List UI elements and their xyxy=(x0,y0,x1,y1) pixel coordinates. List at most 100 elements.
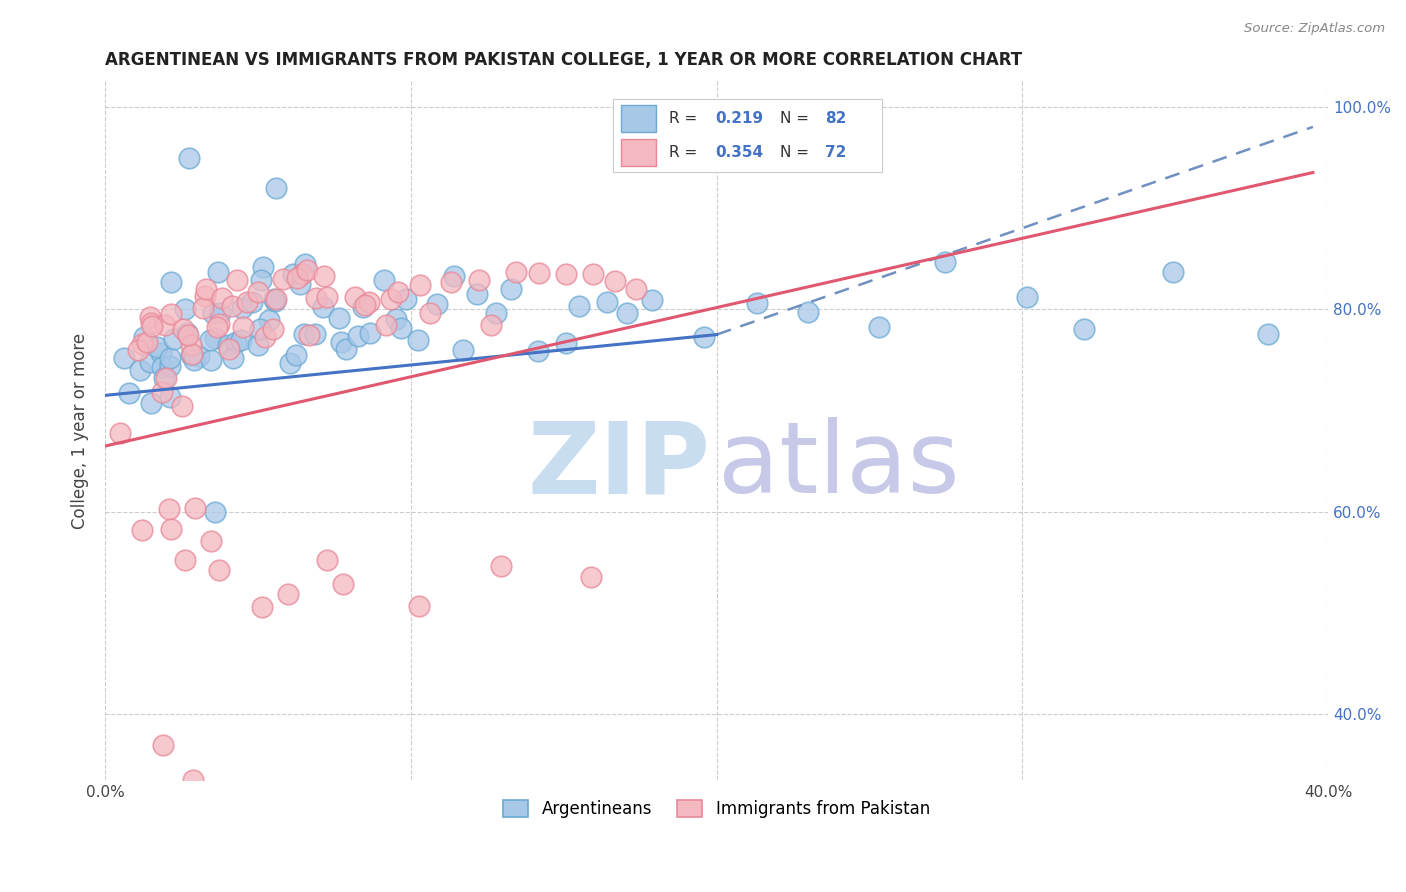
Point xyxy=(195,282,218,296)
Point xyxy=(194,288,217,302)
Point xyxy=(288,277,311,292)
Point xyxy=(179,152,201,166)
Point xyxy=(204,331,226,345)
Point xyxy=(204,505,226,519)
Point xyxy=(252,260,274,274)
Point xyxy=(108,425,131,440)
Point xyxy=(1257,326,1279,341)
Point xyxy=(354,298,377,312)
Point xyxy=(177,328,200,343)
Point xyxy=(250,600,273,615)
Point xyxy=(555,335,578,350)
Point xyxy=(344,290,367,304)
Point xyxy=(934,255,956,269)
Point xyxy=(499,283,522,297)
Point xyxy=(249,322,271,336)
Point xyxy=(616,306,638,320)
Point xyxy=(304,326,326,341)
Point xyxy=(152,370,174,384)
Point xyxy=(146,340,169,354)
Y-axis label: College, 1 year or more: College, 1 year or more xyxy=(72,333,89,529)
Point xyxy=(131,336,153,351)
Point xyxy=(181,773,204,788)
Point xyxy=(150,360,173,375)
Point xyxy=(408,599,430,613)
Point xyxy=(373,273,395,287)
Point xyxy=(264,292,287,306)
Point xyxy=(277,587,299,601)
Point xyxy=(467,273,489,287)
Point xyxy=(231,301,253,315)
Point xyxy=(131,524,153,538)
Point xyxy=(222,351,245,365)
Point xyxy=(465,287,488,301)
Point xyxy=(163,333,186,347)
Point xyxy=(240,294,263,309)
Point xyxy=(174,553,197,567)
Point xyxy=(387,285,409,299)
Point xyxy=(141,319,163,334)
Point xyxy=(132,330,155,344)
Point xyxy=(183,500,205,515)
Point xyxy=(314,269,336,284)
Point xyxy=(139,316,162,330)
Point xyxy=(225,334,247,349)
Point xyxy=(692,329,714,343)
Point xyxy=(141,396,163,410)
Point xyxy=(335,342,357,356)
Point xyxy=(118,386,141,401)
Point xyxy=(479,318,502,332)
Point xyxy=(149,346,172,360)
Point xyxy=(159,351,181,365)
Point xyxy=(426,296,449,310)
Point xyxy=(211,291,233,305)
Point xyxy=(330,335,353,350)
Point xyxy=(527,343,550,358)
Point xyxy=(298,328,321,343)
Point xyxy=(582,267,605,281)
Point xyxy=(200,534,222,549)
Point xyxy=(160,275,183,289)
Point xyxy=(374,318,396,332)
Point xyxy=(1073,322,1095,336)
Point xyxy=(209,306,232,320)
Point xyxy=(173,302,195,317)
Point xyxy=(139,310,162,325)
Point xyxy=(138,355,160,369)
Point xyxy=(311,300,333,314)
Point xyxy=(262,322,284,336)
Point xyxy=(440,275,463,289)
Point xyxy=(292,327,315,342)
Point xyxy=(395,292,418,306)
Point xyxy=(112,351,135,365)
Point xyxy=(208,317,231,331)
Point xyxy=(328,310,350,325)
Point xyxy=(443,269,465,284)
Point xyxy=(176,326,198,340)
Point xyxy=(152,738,174,752)
Point xyxy=(316,553,339,567)
Point xyxy=(485,306,508,320)
Legend: Argentineans, Immigrants from Pakistan: Argentineans, Immigrants from Pakistan xyxy=(496,793,936,824)
Point xyxy=(1017,290,1039,304)
Text: atlas: atlas xyxy=(718,417,960,515)
Point xyxy=(419,305,441,319)
Point xyxy=(595,294,617,309)
Point xyxy=(136,334,159,349)
Point xyxy=(505,265,527,279)
Point xyxy=(347,329,370,343)
Point xyxy=(278,356,301,370)
Point xyxy=(271,272,294,286)
Point xyxy=(236,294,259,309)
Point xyxy=(128,363,150,377)
Point xyxy=(232,320,254,334)
Point xyxy=(745,296,768,310)
Point xyxy=(201,306,224,320)
Point xyxy=(283,267,305,281)
Point xyxy=(352,301,374,315)
Point xyxy=(489,558,512,573)
Point xyxy=(359,295,381,310)
Point xyxy=(624,282,647,296)
Point xyxy=(208,563,231,577)
Point xyxy=(263,293,285,308)
